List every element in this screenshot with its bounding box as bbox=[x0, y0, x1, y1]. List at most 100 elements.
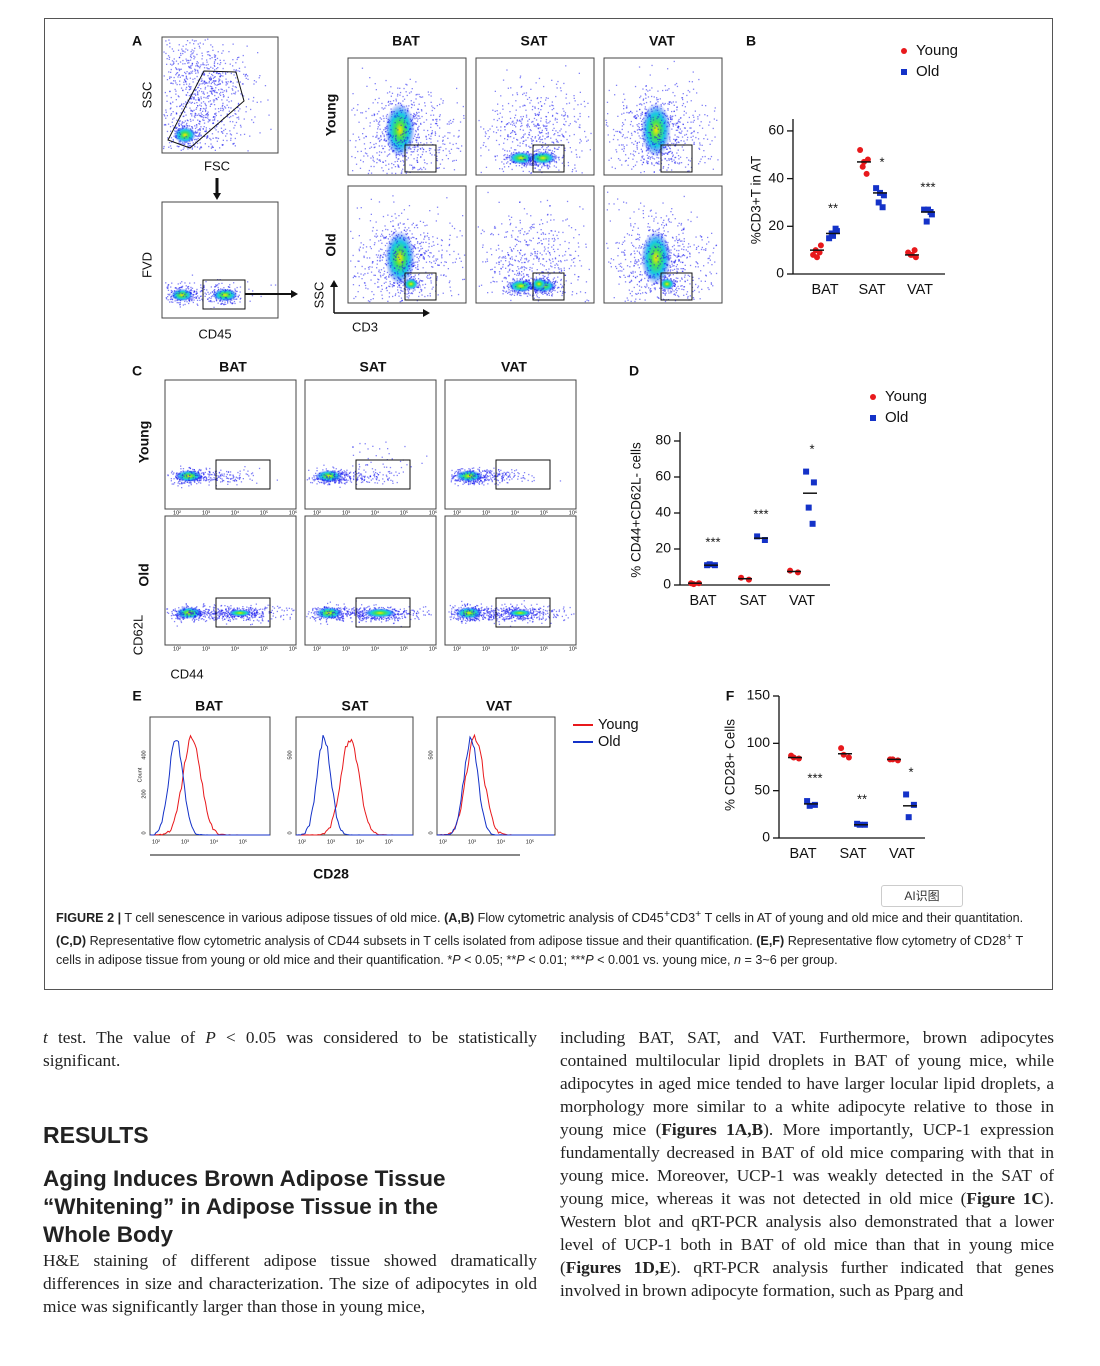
event-dot bbox=[210, 139, 212, 141]
event-dot bbox=[427, 255, 429, 257]
event-dot bbox=[579, 91, 581, 93]
event-dot bbox=[556, 291, 559, 293]
event-dot bbox=[179, 302, 181, 304]
event-dot bbox=[694, 110, 696, 112]
event-dot bbox=[509, 117, 512, 119]
event-dot bbox=[527, 151, 529, 153]
event-dot bbox=[230, 72, 232, 75]
event-dot bbox=[223, 303, 225, 306]
density-hotspot bbox=[385, 103, 415, 157]
event-dot bbox=[365, 246, 368, 248]
event-dot bbox=[182, 295, 184, 297]
event-dot bbox=[191, 70, 194, 72]
event-dot bbox=[415, 139, 417, 141]
event-dot bbox=[188, 62, 190, 64]
event-dot bbox=[522, 155, 524, 158]
event-dot bbox=[413, 151, 415, 153]
event-dot bbox=[405, 105, 408, 107]
event-dot bbox=[612, 138, 615, 141]
event-dot bbox=[406, 159, 408, 161]
event-dot bbox=[403, 236, 405, 239]
event-dot bbox=[652, 125, 654, 127]
event-dot bbox=[232, 85, 234, 87]
event-dot bbox=[195, 138, 197, 140]
event-dot bbox=[411, 292, 414, 295]
event-dot bbox=[543, 85, 545, 88]
event-dot bbox=[440, 244, 443, 247]
event-dot bbox=[684, 106, 686, 108]
event-dot bbox=[210, 82, 212, 85]
event-dot bbox=[545, 99, 547, 101]
event-dot bbox=[422, 221, 425, 223]
event-dot bbox=[682, 98, 684, 101]
event-dot bbox=[188, 85, 190, 87]
event-dot bbox=[557, 131, 559, 134]
event-dot bbox=[565, 65, 567, 67]
event-dot bbox=[636, 161, 638, 163]
event-dot bbox=[394, 228, 396, 230]
event-dot bbox=[227, 96, 229, 98]
event-dot bbox=[452, 160, 454, 162]
event-dot bbox=[563, 115, 566, 117]
event-dot bbox=[668, 133, 670, 135]
event-dot bbox=[553, 165, 555, 167]
event-dot bbox=[661, 154, 663, 156]
event-dot bbox=[520, 294, 522, 297]
event-dot bbox=[525, 279, 527, 281]
event-dot bbox=[383, 267, 385, 269]
event-dot bbox=[367, 272, 369, 274]
event-dot bbox=[352, 284, 355, 286]
event-dot bbox=[634, 140, 637, 142]
event-dot bbox=[678, 163, 680, 165]
event-dot bbox=[672, 101, 674, 103]
event-dot bbox=[540, 139, 542, 141]
event-dot bbox=[207, 85, 209, 87]
event-dot bbox=[179, 303, 181, 305]
event-dot bbox=[202, 62, 204, 64]
event-dot bbox=[216, 140, 218, 142]
event-dot bbox=[365, 110, 367, 113]
event-dot bbox=[352, 237, 354, 239]
event-dot bbox=[384, 138, 386, 140]
event-dot bbox=[366, 257, 368, 259]
event-dot bbox=[655, 102, 657, 104]
event-dot bbox=[243, 73, 245, 75]
event-dot bbox=[513, 278, 515, 281]
event-dot bbox=[416, 120, 419, 122]
event-dot bbox=[566, 138, 568, 141]
event-dot bbox=[194, 146, 196, 148]
event-dot bbox=[678, 141, 680, 144]
event-dot bbox=[170, 137, 173, 139]
event-dot bbox=[410, 274, 412, 276]
event-dot bbox=[671, 151, 673, 154]
event-dot bbox=[539, 127, 541, 129]
event-dot bbox=[418, 115, 420, 117]
event-dot bbox=[191, 126, 193, 128]
event-dot bbox=[647, 161, 649, 163]
event-dot bbox=[170, 297, 172, 299]
event-dot bbox=[672, 125, 674, 127]
event-dot bbox=[545, 148, 547, 151]
event-dot bbox=[555, 160, 557, 163]
event-dot bbox=[218, 283, 220, 285]
event-dot bbox=[413, 166, 415, 168]
event-dot bbox=[528, 131, 530, 134]
event-dot bbox=[442, 136, 444, 138]
event-dot bbox=[671, 160, 673, 163]
event-dot bbox=[251, 119, 253, 121]
event-dot bbox=[420, 288, 422, 291]
event-dot bbox=[235, 70, 237, 72]
event-dot bbox=[229, 300, 231, 303]
event-dot bbox=[394, 272, 396, 275]
event-dot bbox=[228, 116, 231, 119]
event-dot bbox=[553, 134, 555, 136]
event-dot bbox=[214, 84, 216, 86]
event-dot bbox=[513, 294, 516, 296]
event-dot bbox=[220, 303, 222, 305]
event-dot bbox=[429, 277, 431, 280]
event-dot bbox=[387, 214, 389, 216]
event-dot bbox=[242, 83, 244, 85]
event-dot bbox=[429, 295, 431, 297]
event-dot bbox=[517, 144, 519, 147]
event-dot bbox=[199, 42, 201, 44]
